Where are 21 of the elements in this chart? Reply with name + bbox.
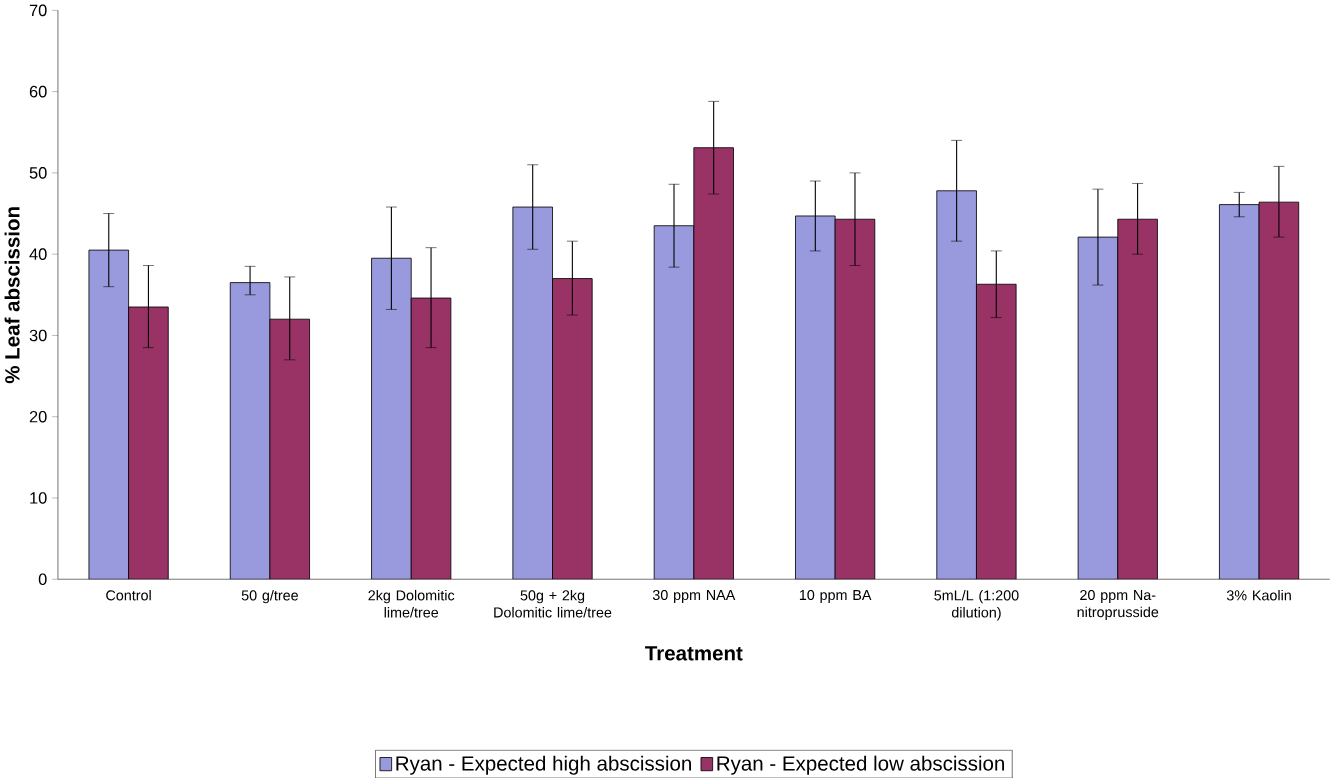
- x-tick-label: 5mL/L (1:200 dilution): [934, 589, 1019, 621]
- legend-label: Ryan - Expected low abscission: [717, 755, 1005, 775]
- y-tick-label: 10: [30, 492, 47, 504]
- y-tick-label: 70: [29, 4, 47, 16]
- y-tick-label: 0: [38, 573, 47, 585]
- y-tick-label: 20: [29, 410, 47, 423]
- legend-label: Ryan - Expected high abscission: [396, 755, 691, 775]
- x-tick-label: 20 ppm Na-nitroprusside: [1077, 589, 1159, 620]
- x-tick-label: 2kg Dolomitic lime/tree: [368, 589, 455, 618]
- x-tick-label: 3% Kaolin: [1226, 589, 1291, 601]
- x-tick-label: 50g + 2kg Dolomitic lime/tree: [494, 589, 612, 618]
- x-axis-title: Treatment: [645, 646, 743, 661]
- x-tick-label: 10 ppm BA: [799, 589, 872, 603]
- y-axis-title: % Leaf abscission: [4, 207, 20, 384]
- y-tick-label: 50: [29, 166, 47, 179]
- y-tick-label: 30: [29, 329, 47, 342]
- y-tick-label: 40: [29, 248, 47, 260]
- x-tick-label: 50 g/tree: [241, 589, 298, 604]
- x-tick-label: 30 ppm NAA: [652, 589, 736, 603]
- y-tick-label: 60: [29, 85, 47, 98]
- x-tick-label: Control: [106, 589, 151, 601]
